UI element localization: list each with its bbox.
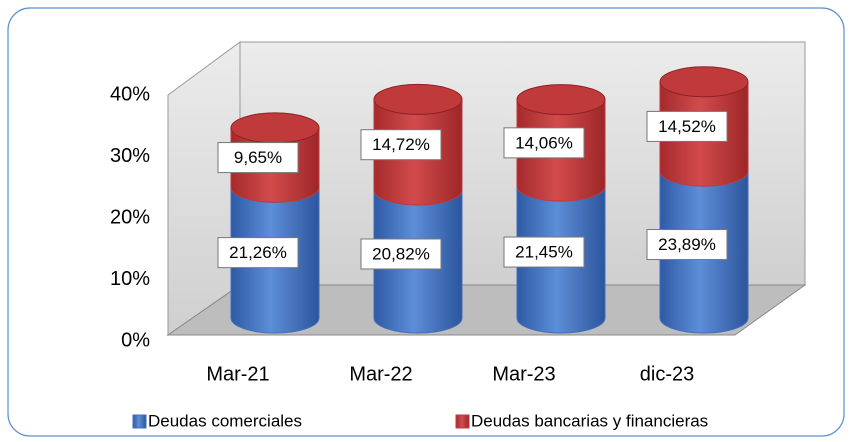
label-box — [503, 127, 585, 159]
data-label: 14,72% — [372, 135, 430, 154]
legend-swatch — [455, 414, 470, 429]
y-tick-label: 0% — [121, 329, 150, 351]
cylinder-cap — [373, 83, 463, 115]
y-tick-label: 30% — [110, 145, 150, 167]
label-box — [360, 238, 442, 270]
y-tick-label: 40% — [110, 83, 150, 105]
floor — [166, 284, 807, 336]
cylinder-cap — [659, 66, 749, 98]
data-label: 20,82% — [372, 244, 430, 263]
label-box — [646, 110, 728, 142]
legend-label: Deudas bancarias y financieras — [471, 411, 708, 430]
x-tick-label: Mar-21 — [206, 363, 269, 385]
legend-label: Deudas comerciales — [148, 411, 302, 430]
data-label: 23,89% — [658, 235, 716, 254]
x-tick-label: dic-23 — [640, 363, 694, 385]
y-tick-label: 10% — [110, 268, 150, 290]
y-tick-label: 20% — [110, 206, 150, 228]
data-label: 9,65% — [234, 148, 282, 167]
label-box — [360, 129, 442, 161]
label-box — [217, 237, 299, 269]
x-tick-label: Mar-22 — [349, 363, 412, 385]
data-label: 21,45% — [515, 243, 573, 262]
label-box — [646, 229, 728, 261]
legend-swatch — [132, 414, 147, 429]
data-label: 14,06% — [515, 133, 573, 152]
label-box — [217, 142, 299, 174]
label-box — [503, 236, 585, 268]
cylinder-cap — [230, 112, 320, 144]
x-tick-label: Mar-23 — [492, 363, 555, 385]
cylinder-cap — [516, 84, 606, 116]
data-label: 14,52% — [658, 117, 716, 136]
data-label: 21,26% — [229, 243, 287, 262]
